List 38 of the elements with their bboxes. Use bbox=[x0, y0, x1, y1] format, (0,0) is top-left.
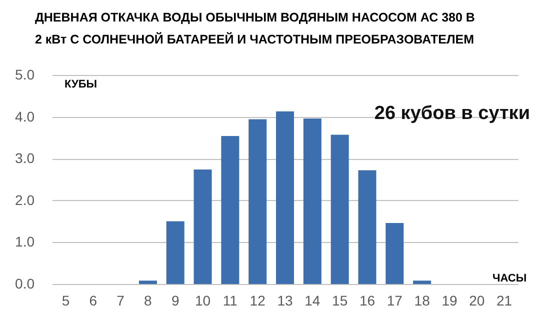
x-tick-label: 5 bbox=[62, 292, 70, 308]
bar bbox=[303, 118, 322, 284]
y-tick-label: 3.0 bbox=[15, 150, 35, 166]
x-tick-label: 8 bbox=[144, 292, 152, 308]
y-tick-label: 1.0 bbox=[15, 234, 35, 250]
x-tick-label: 16 bbox=[359, 292, 376, 308]
y-tick-label: 5.0 bbox=[15, 66, 35, 82]
x-tick-label: 6 bbox=[89, 292, 98, 308]
x-tick-label: 15 bbox=[332, 292, 348, 308]
bar bbox=[330, 134, 349, 284]
bar bbox=[221, 136, 240, 284]
annotation: 26 кубов в сутки bbox=[374, 103, 530, 124]
x-tick-label: 9 bbox=[171, 292, 180, 308]
x-tick-label: 20 bbox=[469, 292, 485, 308]
bar bbox=[358, 170, 376, 284]
bar bbox=[276, 111, 294, 284]
y-axis-title: КУБЫ bbox=[64, 78, 98, 90]
x-axis-title: ЧАСЫ bbox=[492, 272, 527, 284]
x-tick-label: 7 bbox=[116, 292, 125, 308]
x-tick-label: 11 bbox=[222, 292, 238, 308]
bar bbox=[248, 119, 267, 284]
x-tick-label: 21 bbox=[496, 292, 512, 308]
x-tick-label: 19 bbox=[442, 292, 458, 308]
y-tick-label: 2.0 bbox=[15, 192, 35, 208]
bar bbox=[413, 280, 432, 284]
bar bbox=[138, 280, 157, 284]
x-tick-label: 18 bbox=[414, 292, 430, 308]
x-tick-label: 14 bbox=[304, 292, 320, 308]
x-tick-label: 10 bbox=[194, 292, 211, 308]
x-tick-label: 17 bbox=[386, 292, 403, 308]
x-tick-label: 12 bbox=[250, 292, 266, 308]
chart-title: ДНЕВНАЯ ОТКАЧКА ВОДЫ ОБЫЧНЫМ ВОДЯНЫМ НАСОСОМ АС 380 В 2 кВт С СОЛНЕЧНОЙ БАТАРЕЕЙ И ЧАСТОТНЫМ ПРЕОБРАЗОВАТЕЛЕМ bbox=[35, 10, 475, 46]
y-tick-label: 0.0 bbox=[15, 276, 35, 292]
bar bbox=[386, 222, 404, 284]
bar bbox=[194, 169, 212, 284]
x-tick-label: 13 bbox=[277, 292, 293, 308]
y-tick-label: 4.0 bbox=[15, 108, 35, 124]
bar bbox=[166, 221, 184, 284]
